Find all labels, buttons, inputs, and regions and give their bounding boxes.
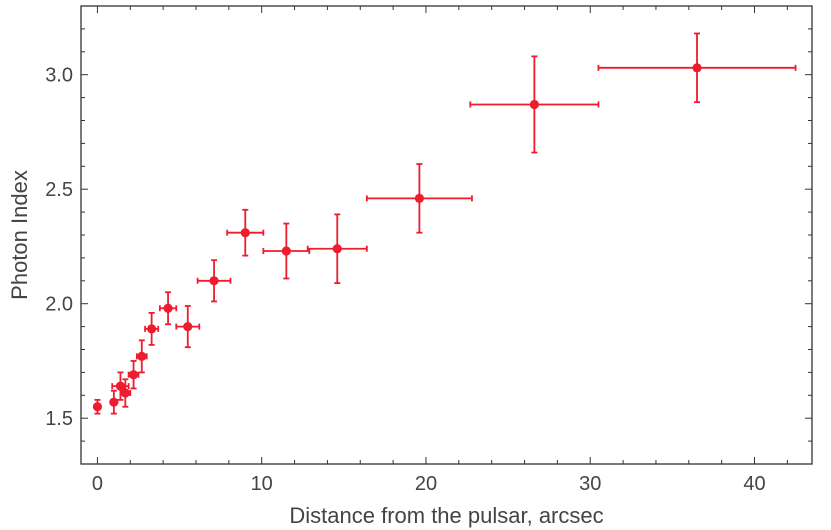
tick-labels: 0 10 20 30 40 1.5 2.0 2.5 3.0 — [45, 65, 765, 495]
x-tick-label: 40 — [743, 473, 765, 495]
data-point — [209, 276, 219, 286]
axis-ticks — [81, 6, 812, 464]
data-point — [281, 246, 291, 256]
data-point — [183, 322, 193, 332]
x-axis-label: Distance from the pulsar, arcsec — [289, 503, 603, 528]
data-point — [414, 193, 424, 203]
data-points — [92, 63, 702, 412]
data-point — [529, 99, 539, 110]
data-point — [240, 228, 250, 238]
data-point — [92, 402, 103, 412]
y-tick-label: 2.0 — [45, 294, 73, 316]
x-tick-label: 20 — [415, 473, 437, 495]
y-tick-label: 3.0 — [45, 65, 73, 87]
data-point — [332, 244, 342, 254]
data-point — [109, 397, 119, 407]
x-tick-label: 0 — [92, 473, 103, 495]
x-tick-label: 10 — [251, 473, 273, 495]
data-point — [692, 63, 702, 73]
y-tick-label: 2.5 — [45, 179, 73, 201]
data-point — [163, 303, 173, 313]
data-point — [128, 370, 139, 380]
data-point — [115, 381, 126, 391]
data-point — [120, 388, 130, 398]
y-axis-label: Photon Index — [7, 170, 32, 300]
error-bars — [94, 32, 797, 415]
x-tick-label: 30 — [579, 473, 601, 495]
data-point — [147, 324, 157, 334]
plot-frame — [80, 5, 813, 465]
y-tick-label: 1.5 — [45, 408, 73, 430]
data-point — [137, 351, 147, 361]
